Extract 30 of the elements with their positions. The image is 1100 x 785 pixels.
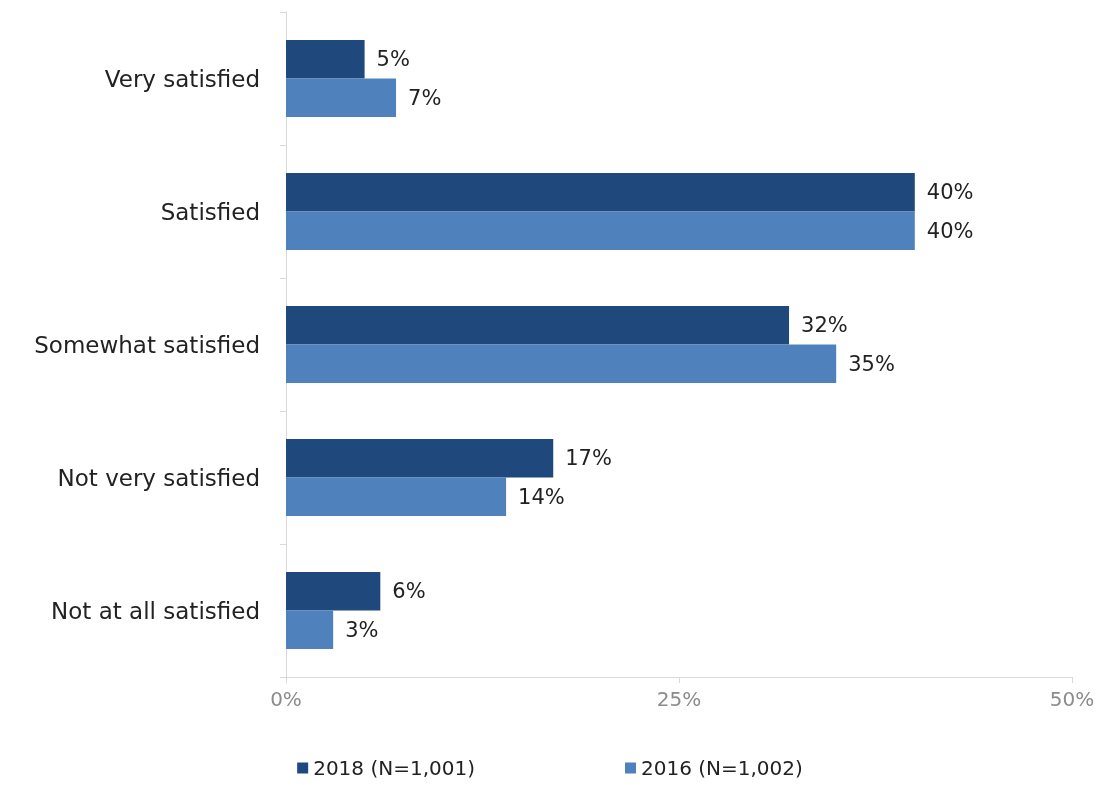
legend-label: 2018 (N=1,001) (313, 756, 476, 780)
bar (286, 438, 554, 478)
y-tick-label: Not very satisfied (57, 464, 260, 491)
x-tick-label: 0% (270, 687, 302, 711)
bar (286, 211, 915, 251)
y-tick-label: Satisfied (160, 198, 260, 225)
y-tick-label: Not at all satisfied (51, 597, 260, 624)
data-label: 3% (345, 617, 379, 642)
bar (286, 571, 381, 611)
bar (286, 78, 397, 118)
bar (286, 39, 365, 79)
bar (286, 610, 334, 650)
bar (286, 172, 915, 212)
bar (286, 344, 837, 384)
data-label: 6% (392, 579, 426, 604)
y-tick-label: Very satisfied (104, 65, 260, 92)
data-label: 40% (926, 218, 974, 243)
data-label: 40% (926, 180, 974, 205)
data-label: 5% (376, 47, 410, 72)
y-tick-label: Somewhat satisfied (34, 331, 260, 358)
legend-label: 2016 (N=1,002) (641, 756, 803, 780)
data-label: 35% (848, 351, 895, 376)
bar (286, 305, 790, 345)
x-tick-label: 25% (656, 687, 702, 711)
data-label: 32% (801, 313, 848, 338)
x-tick-label: 50% (1049, 687, 1095, 711)
data-label: 17% (565, 446, 612, 471)
data-label: 7% (408, 85, 442, 110)
data-label: 14% (518, 484, 565, 509)
bar (286, 477, 507, 517)
